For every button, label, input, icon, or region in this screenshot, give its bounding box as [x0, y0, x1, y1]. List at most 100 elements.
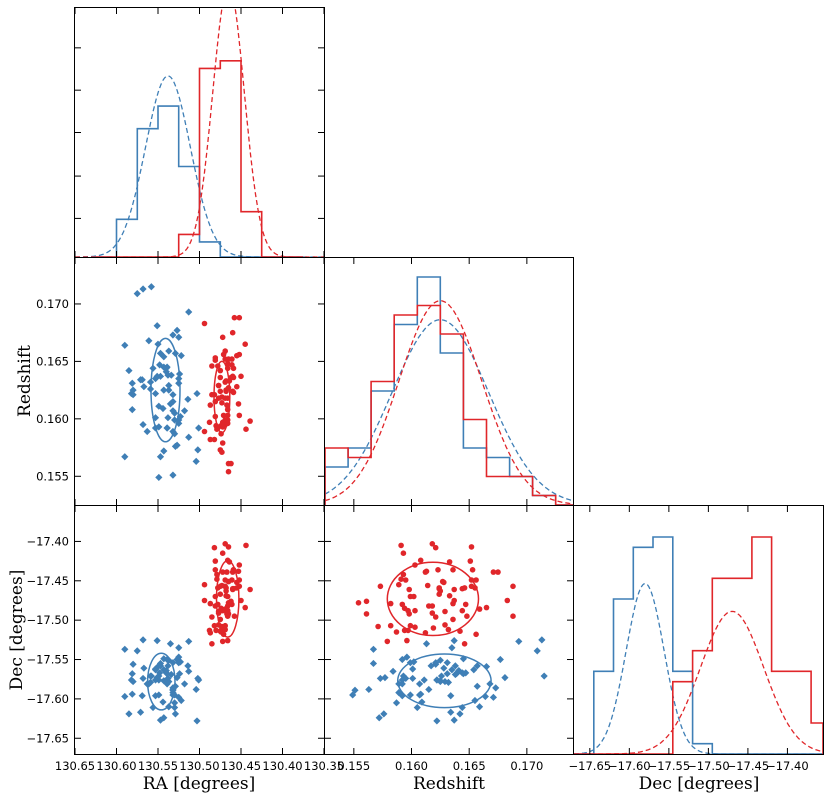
- ra-dec-blue-point: [155, 672, 163, 680]
- ra-z-red-point: [222, 395, 228, 402]
- ra-dec-red-point: [225, 600, 232, 606]
- z-dec-red-point: [406, 586, 413, 593]
- ra-tick-label: 130.35: [304, 759, 344, 773]
- z-dec-red-point: [450, 616, 456, 623]
- ra-z-red-point: [235, 401, 242, 407]
- ra-dec-blue-point: [169, 659, 177, 667]
- z-dec-red-point: [445, 626, 452, 633]
- ra-z-blue-ellipse: [150, 337, 181, 443]
- z-bottom-tick-label: 0.170: [510, 759, 543, 773]
- ra-z-blue-point: [173, 326, 181, 334]
- z-dec-blue-point: [380, 710, 388, 718]
- z-dec-blue-point: [417, 690, 425, 698]
- ra-z-blue-point: [166, 400, 175, 408]
- ra-dec-red-point: [231, 613, 238, 619]
- z-dec-blue-point: [389, 667, 397, 675]
- z-dec-blue-point: [450, 637, 458, 645]
- ra-z-blue-point: [140, 383, 148, 391]
- z-dec-red-point: [442, 622, 448, 628]
- ra-dec-blue-point: [140, 664, 148, 672]
- ra-dec-red-point: [224, 637, 231, 644]
- z-dec-red-point: [407, 622, 414, 629]
- z-dec-blue-point: [496, 655, 504, 664]
- ra-z-blue-point: [121, 453, 129, 461]
- z-dec-blue-point: [443, 659, 451, 667]
- z-dec-blue-point: [409, 674, 417, 683]
- z-dec-red-point: [468, 544, 475, 550]
- ra-dec-blue-point: [171, 699, 179, 707]
- ra-z-blue-point: [128, 406, 136, 414]
- z-dec-blue-point: [437, 672, 446, 680]
- ra-z-blue-point: [143, 427, 151, 436]
- z-dec-red-point: [459, 607, 466, 614]
- panel-redshift-hist-frame: [324, 257, 574, 506]
- ra-z-red-point: [225, 468, 232, 475]
- z-dec-red-point: [384, 638, 391, 645]
- z-dec-blue-point: [418, 698, 426, 706]
- z-bottom-tick-label: 0.155: [337, 759, 370, 773]
- z-dec-blue-point: [398, 676, 406, 684]
- z-dec-red-point: [430, 625, 437, 631]
- ra-z-red-point: [207, 436, 214, 443]
- z-dec-red-point: [469, 567, 476, 573]
- ra-z-red-point: [242, 341, 248, 348]
- z-dec-red-point: [510, 583, 516, 590]
- ra-z-red-point: [206, 419, 213, 426]
- z-dec-blue-ellipse: [396, 653, 492, 709]
- ra-red-histogram: [95, 60, 304, 257]
- ra-dec-blue-point: [164, 662, 172, 670]
- ra-z-red-point: [231, 314, 238, 321]
- ra-dec-red-point: [217, 591, 224, 597]
- z-dec-red-point: [461, 585, 468, 591]
- ra-z-blue-point: [156, 349, 165, 357]
- ra-dec-blue-point: [121, 645, 129, 653]
- ra-dec-red-ellipse: [215, 559, 240, 638]
- z-dec-blue-point: [473, 662, 481, 670]
- z-left-tick-labels: 0.155 0.160 0.165 0.170: [36, 297, 69, 483]
- z-bottom-tick-label: 0.165: [453, 759, 486, 773]
- ra-dec-blue-point: [153, 637, 161, 645]
- z-dec-blue-point: [440, 664, 448, 672]
- ra-dec-red-point: [209, 641, 215, 647]
- ra-dec-blue-point: [129, 677, 137, 686]
- clip-zhist-group: [325, 276, 573, 505]
- z-dec-blue-point: [459, 670, 468, 678]
- z-red-histogram: [325, 304, 573, 505]
- ra-dec-blue-point: [171, 703, 179, 712]
- z-dec-red-point: [462, 601, 469, 608]
- ra-dec-blue-point: [175, 644, 183, 652]
- ra-z-blue-point: [145, 337, 153, 345]
- z-dec-red-point: [377, 583, 384, 590]
- ra-dec-blue-point: [185, 667, 193, 675]
- ra-tick-label: 130.45: [221, 759, 261, 773]
- dec-left-tick-label: −17.40: [26, 534, 69, 548]
- ra-axis-label: RA [degrees]: [143, 774, 256, 794]
- z-dec-blue-point: [475, 703, 484, 711]
- z-dec-red-point: [432, 544, 439, 551]
- z-dec-red-point: [468, 583, 475, 590]
- z-dec-blue-point: [482, 663, 491, 671]
- ra-dec-red-point: [224, 569, 230, 575]
- ra-z-red-point: [201, 320, 208, 327]
- ra-z-blue-point: [195, 424, 203, 432]
- panel-ra-redshift-frame: [74, 257, 325, 506]
- z-dec-red-point: [495, 569, 501, 575]
- ra-dec-blue-point: [175, 653, 183, 661]
- dec-red-histogram: [574, 536, 823, 754]
- ra-dec-blue-ellipse: [146, 652, 176, 711]
- z-dec-blue-point: [459, 655, 468, 663]
- z-dec-blue-point: [489, 693, 498, 701]
- z-dec-blue-point: [433, 717, 441, 725]
- ra-tick-label: 130.65: [55, 759, 95, 773]
- z-dec-blue-point: [395, 688, 403, 697]
- z-dec-red-point: [473, 631, 479, 638]
- dec-left-tick-label: −17.55: [26, 653, 69, 667]
- ra-dec-red-point: [201, 597, 208, 604]
- ra-z-red-point: [243, 426, 249, 433]
- ra-dec-blue-point: [177, 696, 185, 705]
- ra-z-blue-point: [163, 424, 171, 432]
- ra-z-blue-point: [194, 446, 202, 454]
- ra-dec-blue-point: [180, 680, 189, 688]
- ra-dec-red-point: [212, 558, 219, 564]
